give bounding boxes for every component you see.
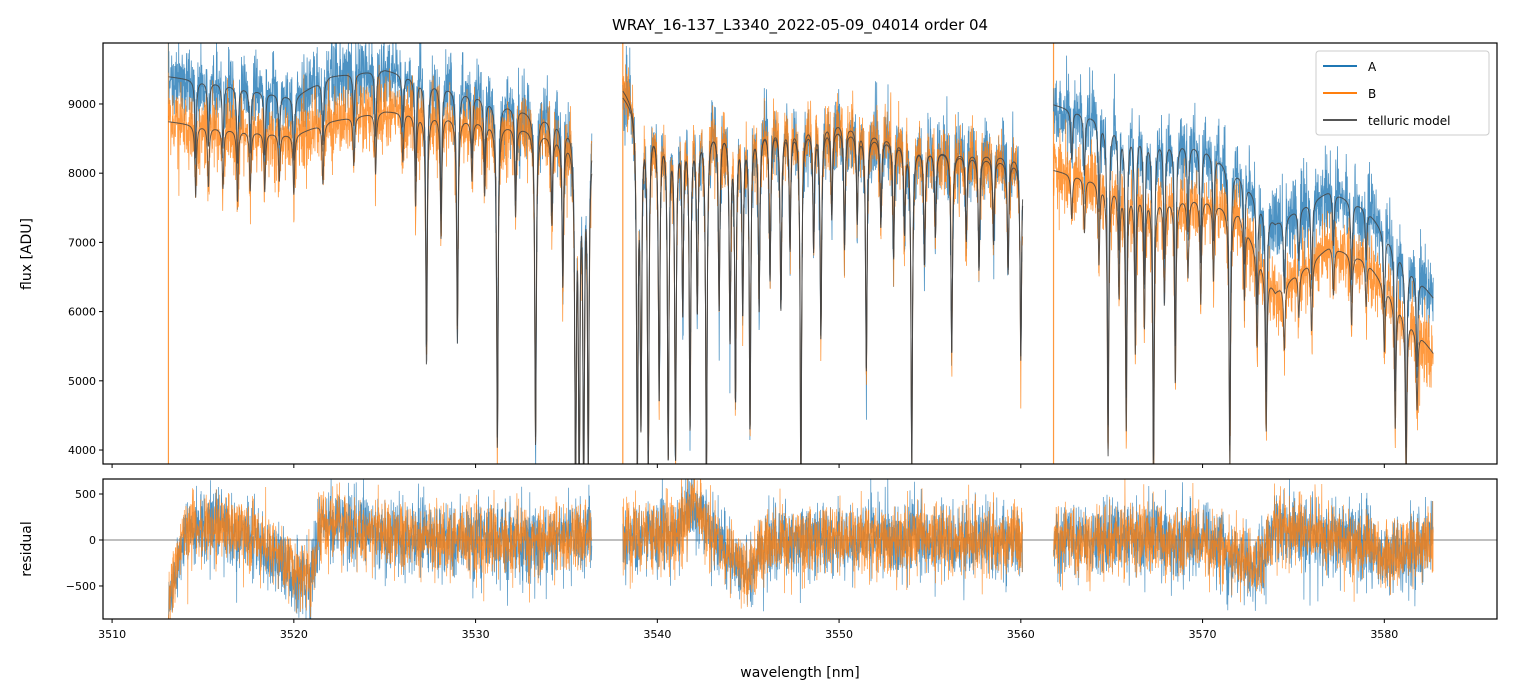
flux-y-tick-label: 4000 (68, 444, 96, 457)
x-tick-label: 3540 (643, 628, 671, 641)
legend-label-a: A (1368, 60, 1377, 74)
x-tick-label: 3530 (462, 628, 490, 641)
telluric-model-a-line (1053, 104, 1434, 461)
series-b-residual-line (622, 479, 1023, 609)
residual-y-tick-label: 0 (89, 534, 96, 547)
chart-title: WRAY_16-137_L3340_2022-05-09_04014 order… (612, 16, 988, 35)
flux-y-tick-label: 9000 (68, 98, 96, 111)
telluric-model-b-line (622, 90, 1024, 464)
flux-y-tick-label: 6000 (68, 306, 96, 319)
residual-y-tick-label: −500 (66, 580, 96, 593)
series-b-residual-line (168, 482, 593, 619)
flux-y-tick-label: 7000 (68, 236, 96, 249)
residual-y-axis-label: residual (19, 521, 35, 576)
x-tick-label: 3570 (1189, 628, 1217, 641)
residual-y-tick-label: 500 (75, 488, 96, 501)
x-tick-label: 3550 (825, 628, 853, 641)
telluric-model-b-line (168, 111, 593, 464)
residual-axes-frame (102, 478, 1498, 620)
legend-label-telluric-model: telluric model (1368, 114, 1450, 128)
x-tick-label: 3560 (1007, 628, 1035, 641)
flux-y-axis-label: flux [ADU] (19, 218, 35, 290)
residual-plot-area (103, 479, 1497, 619)
x-tick-label: 3520 (280, 628, 308, 641)
flux-y-tick-label: 5000 (68, 375, 96, 388)
telluric-model-b-line (1053, 170, 1434, 464)
x-axis-label: wavelength [nm] (740, 665, 859, 681)
x-tick-label: 3510 (98, 628, 126, 641)
x-tick-label: 3580 (1370, 628, 1398, 641)
legend-label-b: B (1368, 87, 1376, 101)
flux-axes-frame (102, 42, 1498, 465)
legend: A B telluric model (1315, 50, 1490, 136)
telluric-model-a-line (168, 70, 593, 464)
flux-plot-area (167, 43, 1434, 464)
series-b-residual-line (1053, 479, 1434, 603)
legend-frame (1315, 50, 1490, 136)
flux-y-tick-label: 8000 (68, 167, 96, 180)
